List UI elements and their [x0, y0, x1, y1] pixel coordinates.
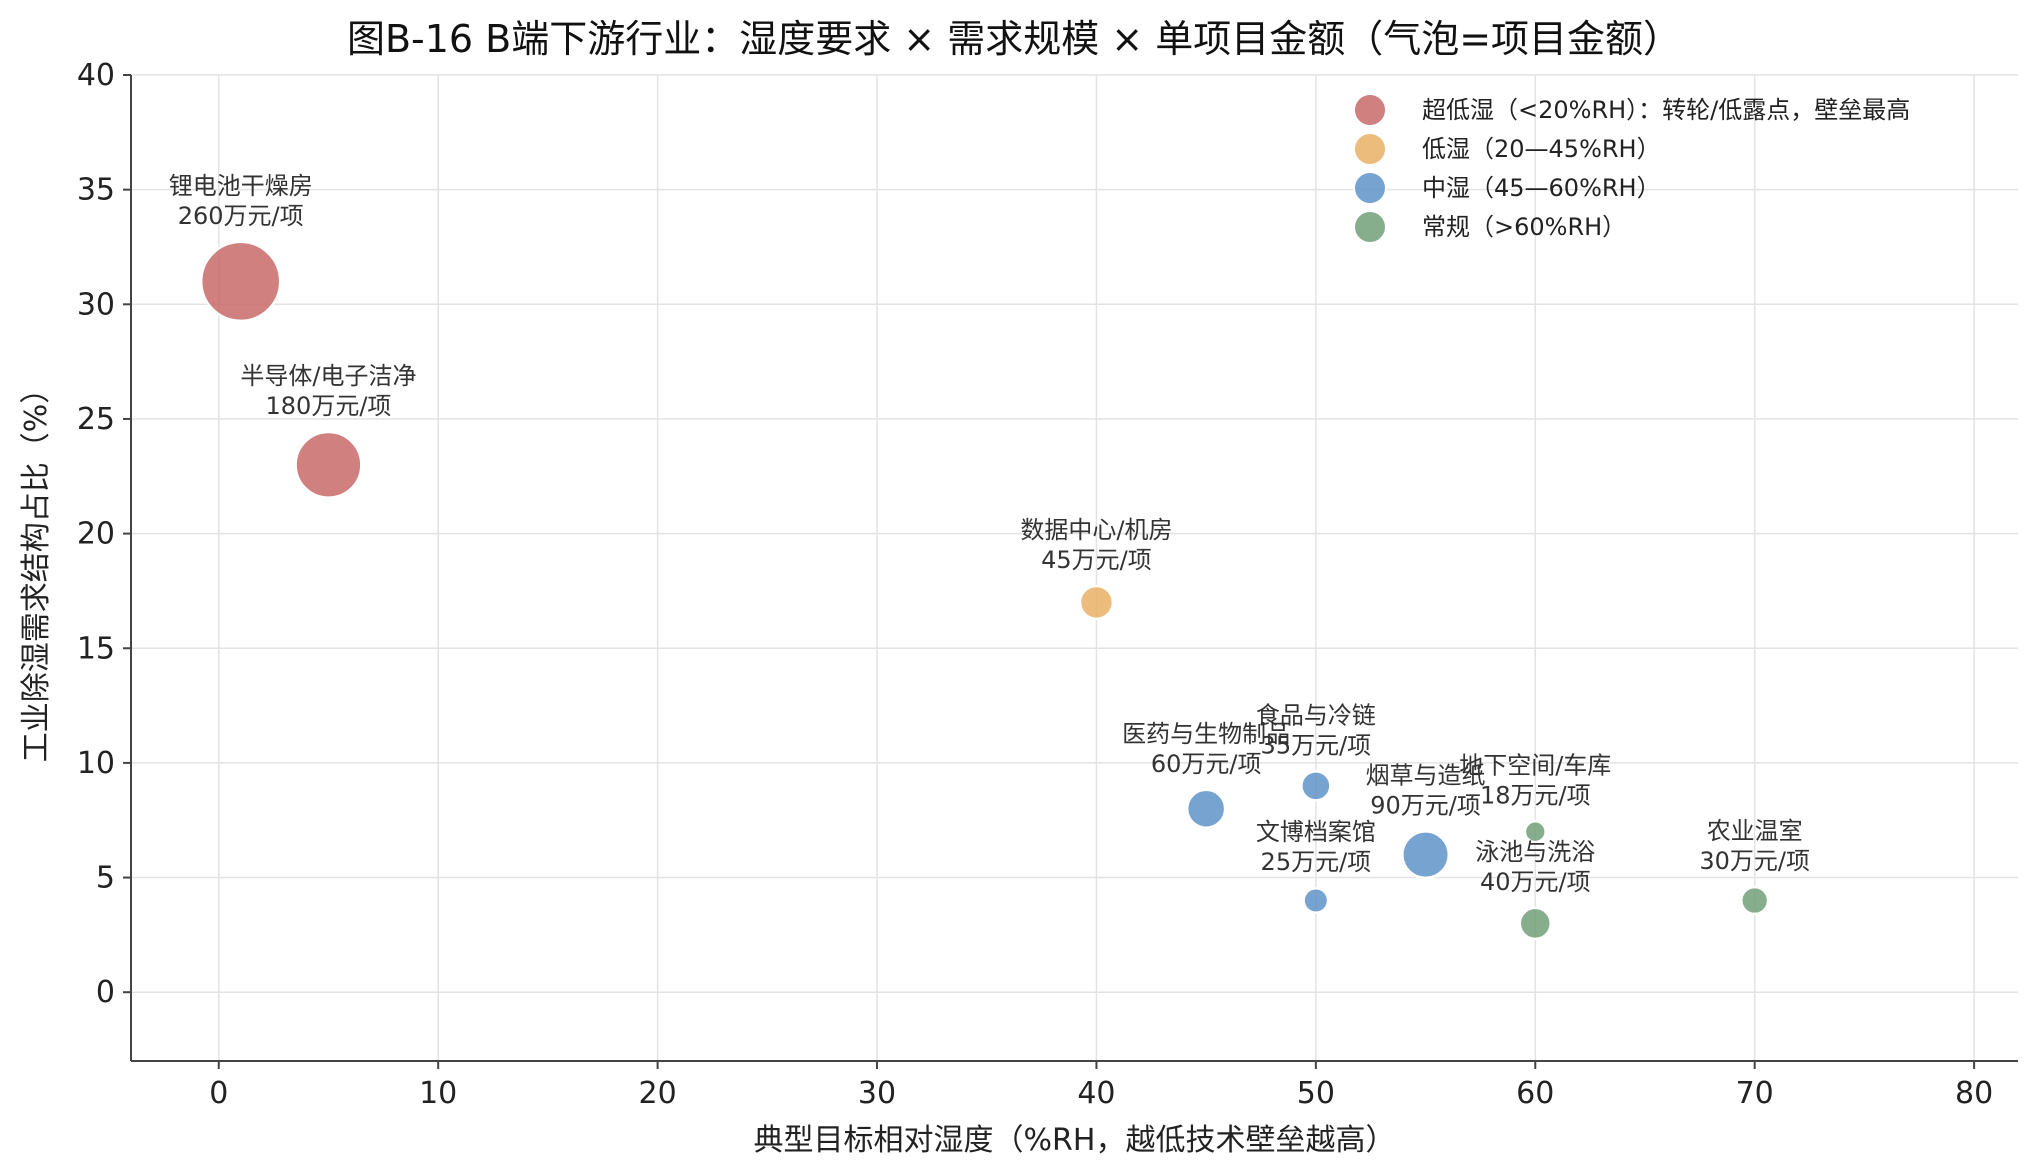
- x-axis-label: 典型目标相对湿度（%RH，越低技术壁垒越高）: [754, 1123, 1396, 1158]
- point-label: 食品与冷链: [1256, 701, 1376, 729]
- annotations: 锂电池干燥房260万元/项半导体/电子洁净180万元/项数据中心/机房45万元/…: [169, 172, 1810, 896]
- bubble-point: [1740, 885, 1770, 916]
- point-label: 泳池与洗浴: [1475, 838, 1595, 866]
- point-label: 烟草与造纸: [1366, 761, 1486, 789]
- point-label: 锂电池干燥房: [169, 172, 313, 200]
- chart-title: 图B-16 B端下游行业：湿度要求 × 需求规模 × 单项目金额（气泡=项目金额…: [347, 17, 1681, 61]
- bubble-point: [1300, 770, 1332, 802]
- y-tick-label: 25: [77, 402, 115, 437]
- y-axis-label: 工业除湿需求结构占比（%）: [19, 374, 54, 763]
- bubble-point: [294, 430, 363, 499]
- x-tick-label: 50: [1297, 1076, 1335, 1111]
- y-tick-label: 5: [96, 861, 115, 896]
- y-tick-label: 35: [77, 173, 115, 208]
- point-amount-label: 45万元/项: [1041, 546, 1152, 574]
- legend-label: 中湿（45—60%RH）: [1422, 174, 1661, 202]
- point-label: 半导体/电子洁净: [240, 362, 416, 390]
- bubble-point: [1518, 906, 1553, 941]
- legend-swatch: [1353, 132, 1387, 166]
- bubble-point: [1185, 788, 1227, 829]
- point-amount-label: 260万元/项: [178, 202, 304, 230]
- x-tick-label: 60: [1516, 1076, 1554, 1111]
- bubble-point: [1523, 820, 1547, 844]
- bubbles: [199, 240, 1770, 941]
- point-label: 地下空间/车库: [1459, 751, 1611, 779]
- bubble-point: [1401, 830, 1451, 880]
- x-tick-label: 10: [419, 1076, 457, 1111]
- bubble-point: [199, 240, 282, 323]
- x-tick-label: 30: [858, 1076, 896, 1111]
- point-label: 医药与生物制品: [1122, 720, 1290, 748]
- x-ticks: 0 10 20 30 40 50 60 70 80: [209, 1061, 1993, 1111]
- y-tick-label: 30: [77, 287, 115, 322]
- legend-label: 超低湿（<20%RH）：转轮/低露点，壁垒最高: [1422, 96, 1910, 124]
- point-amount-label: 35万元/项: [1261, 731, 1372, 759]
- y-tick-label: 40: [77, 58, 115, 93]
- point-amount-label: 30万元/项: [1699, 847, 1810, 875]
- legend-label: 低湿（20—45%RH）: [1422, 135, 1661, 163]
- point-amount-label: 60万元/项: [1151, 750, 1262, 778]
- axes: [130, 75, 2018, 1062]
- legend-swatch: [1353, 93, 1387, 127]
- point-amount-label: 18万元/项: [1480, 781, 1591, 809]
- point-amount-label: 40万元/项: [1480, 868, 1591, 896]
- x-tick-label: 0: [209, 1076, 228, 1111]
- point-label: 数据中心/机房: [1020, 516, 1172, 544]
- point-label: 文博档案馆: [1256, 818, 1376, 846]
- x-tick-label: 70: [1736, 1076, 1774, 1111]
- y-tick-label: 20: [77, 517, 115, 552]
- x-tick-label: 40: [1077, 1076, 1115, 1111]
- y-tick-label: 15: [77, 631, 115, 666]
- y-ticks: 0 5 10 15 20 25 30 35 40: [77, 58, 131, 1010]
- point-amount-label: 25万元/项: [1261, 848, 1372, 876]
- y-tick-label: 0: [96, 975, 115, 1010]
- bubble-point: [1302, 886, 1330, 914]
- legend-swatch: [1353, 171, 1387, 205]
- bubble-point: [1078, 584, 1115, 621]
- point-label: 农业温室: [1707, 817, 1803, 845]
- x-tick-label: 80: [1955, 1076, 1993, 1111]
- y-tick-label: 10: [77, 746, 115, 781]
- legend-label: 常规（>60%RH）: [1422, 213, 1626, 241]
- legend-swatch: [1353, 210, 1387, 244]
- point-amount-label: 180万元/项: [266, 392, 392, 420]
- grid: [131, 74, 2018, 1061]
- point-amount-label: 90万元/项: [1370, 791, 1481, 819]
- x-tick-label: 20: [639, 1076, 677, 1111]
